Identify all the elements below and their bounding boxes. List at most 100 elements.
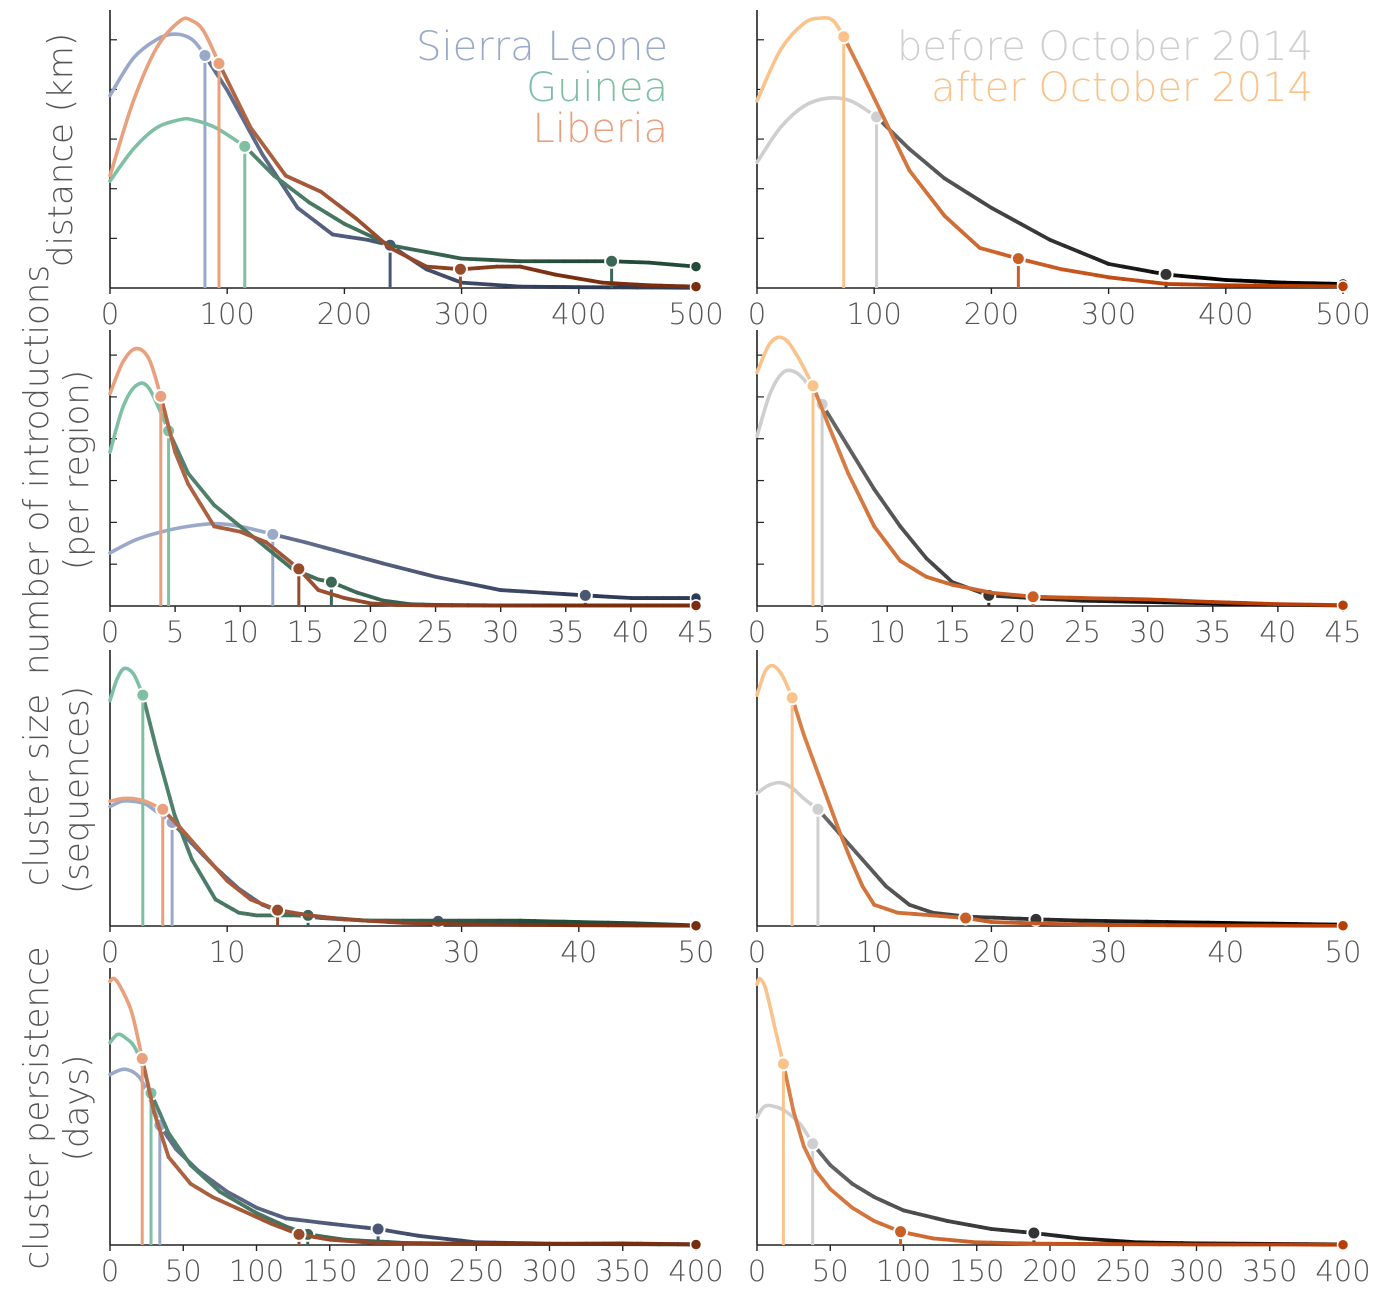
series-line (878, 108, 888, 125)
series-line (1077, 1236, 1096, 1242)
series-line (658, 261, 675, 267)
series-line (166, 422, 174, 441)
series-line (143, 1069, 150, 1088)
series-line (1223, 278, 1243, 283)
series-line (155, 1121, 164, 1137)
series-line (357, 918, 376, 923)
series-line (185, 846, 194, 862)
x-tick-label: 400 (1198, 297, 1253, 331)
series-line (907, 147, 921, 159)
series-line (415, 1233, 435, 1240)
x-tick-label: 300 (1169, 1254, 1224, 1288)
x-tick-label: 5 (813, 615, 831, 649)
series-line (891, 131, 904, 143)
series-line (755, 780, 820, 811)
series-line (553, 272, 569, 279)
series-line (1043, 1232, 1059, 1238)
series-line (789, 1097, 796, 1114)
x-tick-label: 500 (1315, 297, 1370, 331)
series-line (588, 278, 605, 285)
y-axis-label-line: number of introductions (17, 265, 57, 675)
series-line (1071, 269, 1088, 276)
y-axis-label-line: (days) (57, 1055, 97, 1162)
x-tick-label: 100 (200, 297, 255, 331)
series-line (907, 168, 921, 184)
series-before-october-2014 (755, 1103, 1350, 1251)
marker-point (370, 1221, 386, 1237)
x-tick-label: 100 (847, 297, 902, 331)
series-line (181, 460, 191, 476)
series-line (503, 258, 523, 264)
series-line (1136, 267, 1155, 274)
series-line (860, 72, 871, 89)
series-line (1179, 274, 1199, 280)
x-tick-label: 10 (222, 615, 259, 649)
series-line (623, 282, 640, 287)
series-line (786, 1085, 793, 1102)
series-line (159, 764, 168, 785)
series-line (576, 276, 593, 283)
series-line (670, 262, 687, 268)
legend-item: Liberia (533, 106, 668, 152)
y-axis-label-line: cluster persistence (17, 946, 57, 1269)
end-point (1336, 598, 1350, 612)
series-line (234, 104, 247, 125)
panel-introductions-by-period: 0 5 10 15 20 25 30 35 40 45 (748, 330, 1361, 649)
series-guinea (108, 381, 703, 612)
series-line (933, 169, 947, 181)
series-before-october-2014 (755, 96, 1350, 291)
x-tick-label: 250 (449, 1254, 504, 1288)
series-line (474, 281, 493, 287)
series-line (833, 423, 844, 439)
x-tick-label: 40 (1207, 935, 1244, 969)
series-line (108, 666, 145, 703)
series-line (144, 707, 152, 725)
series-line (257, 137, 271, 154)
series-line (951, 221, 964, 234)
series-line (251, 136, 265, 157)
series-line (1106, 275, 1126, 281)
series-line (108, 346, 163, 399)
series-line (407, 568, 425, 576)
series-line (942, 176, 959, 188)
series-line (192, 492, 204, 508)
series-line (242, 120, 256, 141)
x-tick-label: 30 (1090, 935, 1127, 969)
series-line (565, 274, 581, 281)
series-line (154, 748, 164, 769)
x-tick-label: 10 (869, 615, 906, 649)
series-liberia (108, 976, 703, 1251)
x-tick-label: 35 (547, 615, 584, 649)
series-line (826, 423, 836, 440)
series-line (901, 156, 912, 173)
series-line (225, 77, 237, 98)
series-sierra-leone (108, 521, 703, 606)
series-line (635, 282, 652, 288)
series-line (342, 221, 358, 232)
series-line (186, 482, 197, 497)
marker-point (134, 1051, 150, 1067)
series-line (865, 511, 877, 529)
y-axis-label: cluster persistence(days) (17, 946, 97, 1269)
series-line (617, 595, 633, 600)
x-tick-label: 20 (973, 935, 1010, 969)
series-line (784, 1073, 791, 1090)
series-line (1062, 243, 1082, 254)
series-line (433, 574, 454, 583)
series-line (388, 243, 410, 251)
series-line (889, 132, 900, 149)
series-line (1162, 598, 1183, 603)
series-after-october-2014 (755, 16, 1350, 293)
series-line (1267, 280, 1287, 285)
series-line (865, 476, 877, 492)
marker-point (1010, 251, 1026, 267)
x-tick-label: 25 (417, 615, 454, 649)
series-line (352, 1224, 368, 1230)
series-line (977, 198, 994, 210)
marker-point (155, 801, 171, 817)
panel-persistence-by-country: 0 50 100 150 200 250 300 350 400 (101, 968, 724, 1288)
series-line (342, 917, 361, 923)
x-tick-label: 150 (949, 1254, 1004, 1288)
marker-point (604, 253, 620, 269)
series-line (859, 497, 870, 516)
